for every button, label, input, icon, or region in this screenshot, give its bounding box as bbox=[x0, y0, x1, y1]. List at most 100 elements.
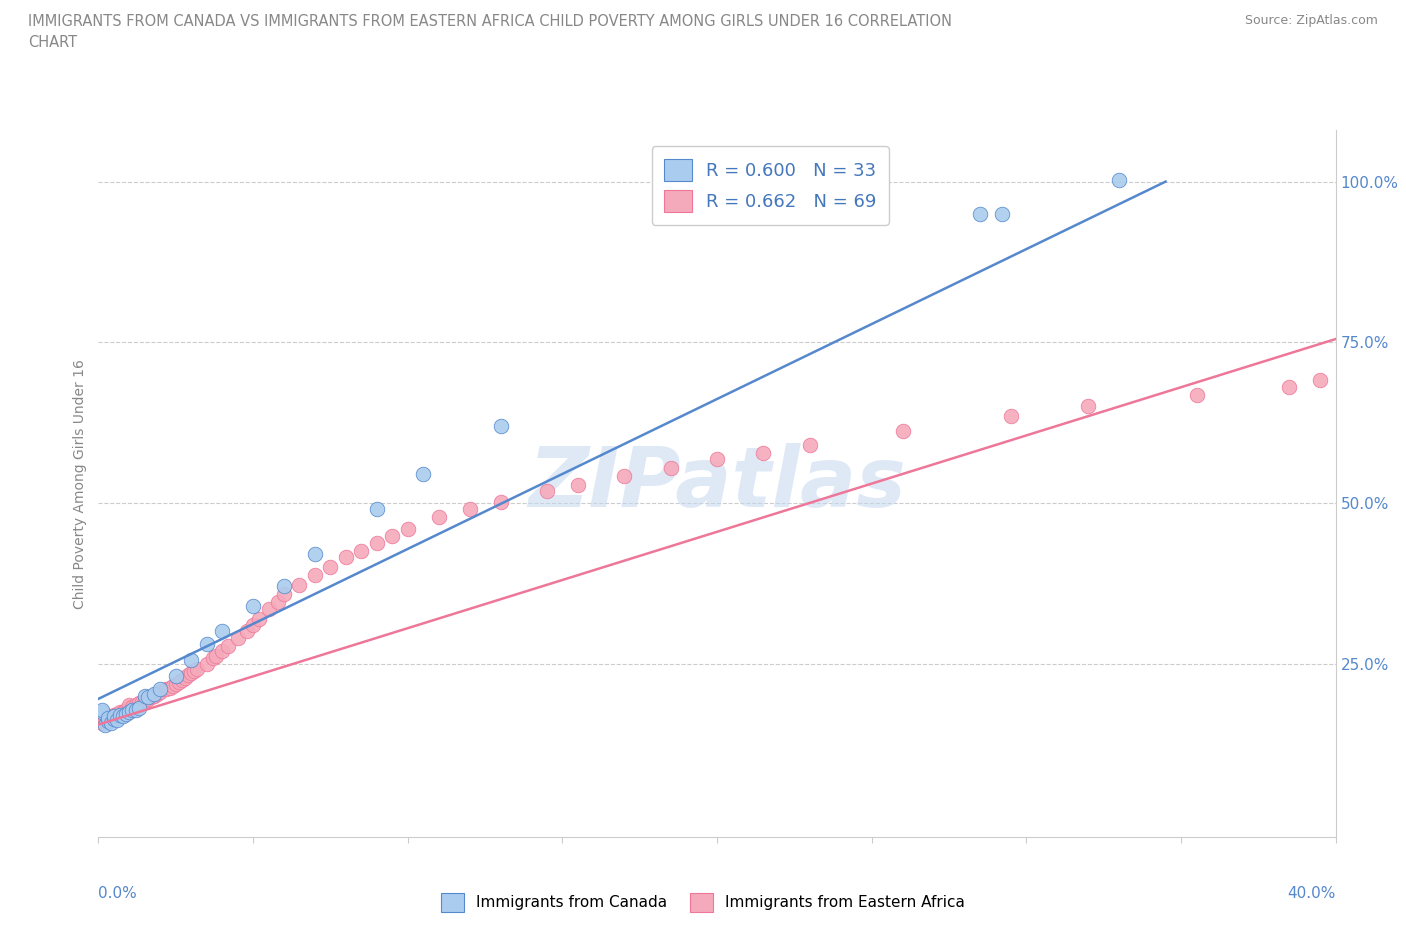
Point bbox=[969, 206, 991, 221]
Point bbox=[118, 701, 141, 716]
Point bbox=[155, 682, 177, 697]
Point bbox=[149, 682, 172, 697]
Point bbox=[458, 502, 481, 517]
Point bbox=[100, 711, 122, 725]
Point bbox=[1185, 388, 1208, 403]
Point bbox=[93, 712, 115, 727]
Text: 40.0%: 40.0% bbox=[1288, 886, 1336, 901]
Point bbox=[706, 452, 728, 467]
Point bbox=[180, 666, 202, 681]
Point bbox=[247, 611, 270, 626]
Point bbox=[174, 671, 197, 685]
Point bbox=[396, 521, 419, 536]
Point bbox=[195, 637, 218, 652]
Point bbox=[128, 701, 150, 716]
Point bbox=[159, 681, 181, 696]
Point bbox=[167, 674, 190, 689]
Point bbox=[103, 709, 125, 724]
Point bbox=[226, 631, 249, 645]
Point bbox=[149, 685, 172, 700]
Point bbox=[143, 688, 166, 703]
Point bbox=[211, 644, 233, 658]
Point bbox=[186, 661, 208, 676]
Point bbox=[1278, 379, 1301, 394]
Point bbox=[273, 579, 295, 594]
Point bbox=[613, 469, 636, 484]
Point bbox=[205, 648, 228, 663]
Point bbox=[381, 529, 404, 544]
Point bbox=[366, 502, 388, 517]
Point bbox=[97, 714, 120, 729]
Point bbox=[124, 698, 146, 712]
Point bbox=[134, 688, 156, 703]
Point bbox=[128, 696, 150, 711]
Point bbox=[799, 438, 821, 453]
Point bbox=[242, 598, 264, 613]
Point bbox=[267, 595, 290, 610]
Point bbox=[115, 702, 138, 717]
Point bbox=[211, 624, 233, 639]
Point bbox=[139, 689, 162, 704]
Point bbox=[136, 689, 159, 704]
Point bbox=[105, 706, 128, 721]
Point bbox=[146, 687, 169, 702]
Point bbox=[752, 445, 775, 460]
Text: 0.0%: 0.0% bbox=[98, 886, 138, 901]
Point bbox=[180, 653, 202, 668]
Point bbox=[489, 494, 512, 509]
Point bbox=[1108, 173, 1130, 188]
Point bbox=[990, 206, 1012, 221]
Point bbox=[90, 704, 112, 719]
Point bbox=[412, 467, 434, 482]
Point bbox=[112, 709, 135, 724]
Point bbox=[118, 698, 141, 712]
Point bbox=[134, 694, 156, 709]
Y-axis label: Child Poverty Among Girls Under 16: Child Poverty Among Girls Under 16 bbox=[73, 359, 87, 608]
Point bbox=[567, 477, 589, 492]
Point bbox=[319, 560, 342, 575]
Point bbox=[217, 638, 239, 653]
Point bbox=[108, 708, 131, 723]
Point bbox=[489, 418, 512, 433]
Text: CHART: CHART bbox=[28, 35, 77, 50]
Point bbox=[288, 578, 311, 592]
Point bbox=[350, 544, 373, 559]
Point bbox=[97, 711, 120, 725]
Point bbox=[165, 677, 187, 692]
Point bbox=[304, 567, 326, 582]
Point bbox=[90, 702, 112, 717]
Text: ZIPatlas: ZIPatlas bbox=[529, 443, 905, 525]
Point bbox=[536, 484, 558, 498]
Point bbox=[108, 704, 131, 719]
Point bbox=[118, 704, 141, 719]
Point bbox=[242, 618, 264, 632]
Point bbox=[273, 587, 295, 602]
Point bbox=[97, 712, 120, 727]
Point bbox=[335, 550, 357, 565]
Point bbox=[100, 715, 122, 730]
Point bbox=[195, 656, 218, 671]
Point bbox=[124, 702, 146, 717]
Point bbox=[201, 651, 224, 666]
Point bbox=[366, 536, 388, 551]
Point bbox=[136, 691, 159, 706]
Text: IMMIGRANTS FROM CANADA VS IMMIGRANTS FROM EASTERN AFRICA CHILD POVERTY AMONG GIR: IMMIGRANTS FROM CANADA VS IMMIGRANTS FRO… bbox=[28, 14, 952, 29]
Legend: Immigrants from Canada, Immigrants from Eastern Africa: Immigrants from Canada, Immigrants from … bbox=[434, 887, 972, 918]
Point bbox=[304, 547, 326, 562]
Point bbox=[183, 664, 205, 679]
Point bbox=[103, 708, 125, 723]
Point bbox=[427, 510, 450, 525]
Point bbox=[891, 423, 914, 438]
Point bbox=[131, 695, 153, 710]
Point bbox=[165, 669, 187, 684]
Point bbox=[93, 717, 115, 732]
Point bbox=[105, 712, 128, 727]
Point bbox=[177, 668, 200, 683]
Point bbox=[121, 699, 143, 714]
Legend: R = 0.600   N = 33, R = 0.662   N = 69: R = 0.600 N = 33, R = 0.662 N = 69 bbox=[652, 146, 889, 225]
Point bbox=[162, 679, 184, 694]
Point bbox=[115, 706, 138, 721]
Point bbox=[121, 702, 143, 717]
Point bbox=[97, 709, 120, 724]
Text: Source: ZipAtlas.com: Source: ZipAtlas.com bbox=[1244, 14, 1378, 27]
